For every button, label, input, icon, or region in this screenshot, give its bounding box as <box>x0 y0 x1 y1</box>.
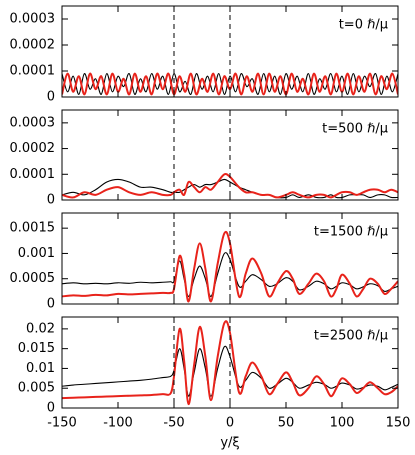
data-line <box>62 73 398 95</box>
y-tick-label: 0.0001 <box>10 167 56 182</box>
y-tick-label: 0 <box>47 297 55 312</box>
y-tick-label: 0.001 <box>18 246 55 261</box>
annotation: t=0 ℏ/μ <box>339 18 388 33</box>
y-tick-label: 0.0003 <box>10 12 56 27</box>
data-line <box>62 173 398 199</box>
y-tick-label: 0 <box>47 90 55 105</box>
data-line <box>62 252 398 297</box>
y-tick-label: 0.0003 <box>10 115 56 130</box>
x-tick-label: 50 <box>278 416 295 431</box>
y-tick-label: 0.015 <box>18 341 55 356</box>
y-tick-label: 0.0002 <box>10 141 56 156</box>
y-tick-label: 0 <box>47 401 55 416</box>
y-tick-label: 0.005 <box>18 381 55 396</box>
y-tick-label: 0.0002 <box>10 38 56 53</box>
annotation: t=2500 ℏ/μ <box>314 329 388 344</box>
data-line <box>62 320 398 406</box>
x-tick-label: -100 <box>103 416 133 431</box>
x-tick-label: -50 <box>163 416 184 431</box>
x-tick-label: 0 <box>226 416 234 431</box>
annotation: t=500 ℏ/μ <box>322 122 388 137</box>
plot-area <box>62 173 398 199</box>
y-tick-label: 0.0015 <box>10 221 56 236</box>
x-tick-label: 150 <box>386 416 411 431</box>
plot-area <box>62 230 398 303</box>
y-tick-label: 0.02 <box>26 321 55 336</box>
y-tick-label: 0.0001 <box>10 64 56 79</box>
data-line <box>62 345 398 397</box>
y-tick-label: 0 <box>47 193 55 208</box>
annotation: t=1500 ℏ/μ <box>314 225 388 240</box>
data-line <box>62 230 398 303</box>
y-tick-label: 0.01 <box>26 361 55 376</box>
plot-area <box>62 320 398 406</box>
x-tick-label: 100 <box>330 416 355 431</box>
y-tick-label: 0.0005 <box>10 271 56 286</box>
x-tick-label: -150 <box>47 416 77 431</box>
x-axis-label: y/ξ <box>220 436 239 451</box>
